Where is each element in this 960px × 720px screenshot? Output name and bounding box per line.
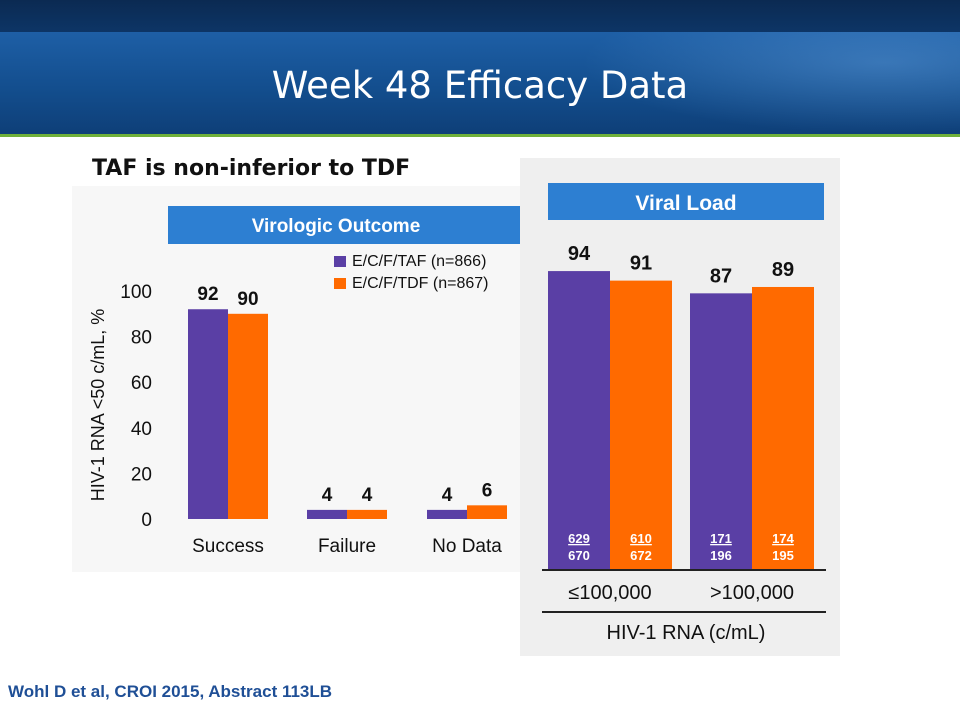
bar xyxy=(690,293,752,570)
bar xyxy=(427,509,467,519)
count-numerator: 174 xyxy=(772,531,794,546)
count-numerator: 171 xyxy=(710,531,732,546)
slide-title: Week 48 Efficacy Data xyxy=(271,64,689,107)
chart-title: Virologic Outcome xyxy=(252,216,421,237)
bar xyxy=(188,309,228,519)
bar-value-label: 87 xyxy=(710,265,732,287)
bar-value-label: 90 xyxy=(237,289,258,310)
bar xyxy=(752,286,814,570)
bar-value-label: 91 xyxy=(630,253,652,275)
legend-label: E/C/F/TDF (n=867) xyxy=(352,275,488,292)
y-tick-label: 60 xyxy=(131,373,152,394)
x-category-label: Success xyxy=(192,536,264,557)
y-tick-label: 40 xyxy=(131,419,152,440)
count-numerator: 610 xyxy=(630,531,652,546)
count-denominator: 196 xyxy=(710,548,732,563)
bar xyxy=(467,505,507,519)
y-tick-label: 20 xyxy=(131,464,152,485)
top-bar xyxy=(0,0,960,32)
slide-subtitle: TAF is non-inferior to TDF xyxy=(92,156,411,181)
bar-value-label: 94 xyxy=(568,243,591,265)
virologic-outcome-chart: Virologic Outcome 0 20 40 60 80 100 HIV-1 RNA <… xyxy=(88,206,524,557)
bar-value-label: 4 xyxy=(322,485,333,506)
bar-value-label: 4 xyxy=(362,485,373,506)
x-category-label: >100,000 xyxy=(710,582,794,604)
bar-value-label: 6 xyxy=(482,480,493,501)
count-numerator: 629 xyxy=(568,531,590,546)
legend-label: E/C/F/TAF (n=866) xyxy=(352,253,486,270)
count-denominator: 670 xyxy=(568,548,590,563)
bar xyxy=(307,509,347,519)
bar xyxy=(228,313,268,519)
bar xyxy=(548,271,610,570)
bar xyxy=(347,509,387,519)
virologic-outcome-chart-panel: Virologic Outcome 0 20 40 60 80 100 HIV-1 RNA <… xyxy=(72,186,524,572)
viral-load-chart-panel: Viral Load 94 629 670 91 610 672 ≤100,000 87 171 1… xyxy=(520,158,840,656)
count-denominator: 195 xyxy=(772,548,794,563)
slide-header xyxy=(0,32,960,137)
chart-title-band xyxy=(168,206,524,244)
citation: Wohl D et al, CROI 2015, Abstract 113LB xyxy=(8,682,333,701)
y-tick-label: 0 xyxy=(141,510,152,531)
x-axis-label: HIV-1 RNA (c/mL) xyxy=(607,622,766,644)
x-category-label: ≤100,000 xyxy=(568,582,651,604)
legend-swatch xyxy=(334,256,346,267)
y-tick-label: 80 xyxy=(131,328,152,349)
bar-value-label: 4 xyxy=(442,485,453,506)
y-axis-label: HIV-1 RNA <50 c/mL, % xyxy=(88,309,108,502)
legend-swatch xyxy=(334,278,346,289)
bar xyxy=(610,280,672,570)
bar-value-label: 92 xyxy=(197,284,218,305)
viral-load-chart: Viral Load 94 629 670 91 610 672 ≤100,000 87 171 1… xyxy=(542,183,826,644)
header-shine xyxy=(580,32,960,134)
y-tick-label: 100 xyxy=(120,282,152,303)
x-category-label: No Data xyxy=(432,536,502,557)
bar-value-label: 89 xyxy=(772,259,794,281)
x-category-label: Failure xyxy=(318,536,376,557)
count-denominator: 672 xyxy=(630,548,652,563)
chart-title-band xyxy=(548,183,824,220)
chart-title: Viral Load xyxy=(635,192,736,215)
